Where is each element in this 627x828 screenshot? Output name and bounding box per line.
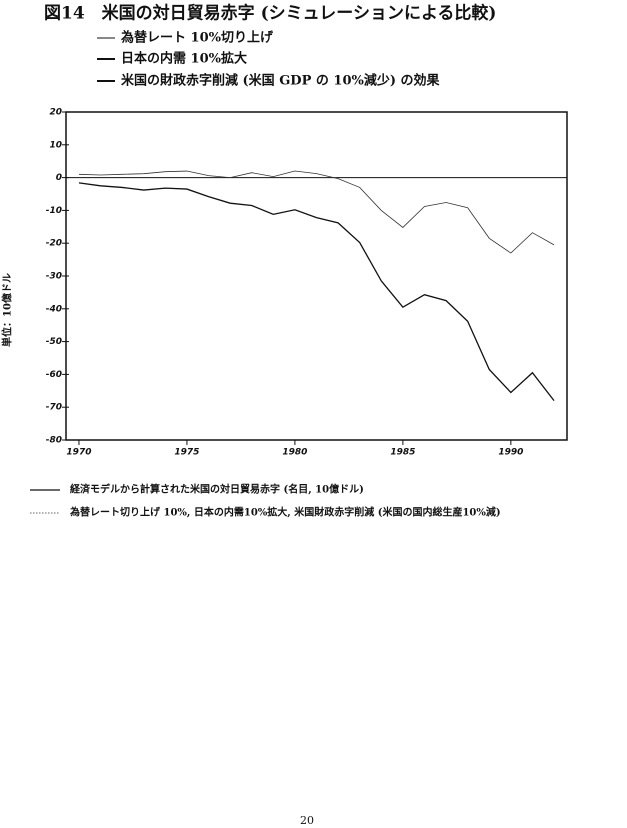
y-tick-label: 0 — [56, 173, 62, 183]
x-tick-label: 1975 — [174, 448, 199, 458]
annotation: 為替レート 10%切り上げ — [121, 30, 274, 46]
y-tick-label: -40 — [46, 304, 62, 314]
x-tick-label: 1970 — [66, 448, 91, 458]
annotation: 日本の内需 10%拡大 — [121, 51, 247, 67]
series-line — [78, 182, 555, 402]
plot-frame — [65, 111, 568, 441]
annotation: 米国の財政赤字削減 (米国 GDP の 10%減少) の効果 — [121, 73, 440, 89]
y-tick-label: -30 — [46, 272, 62, 282]
chart-title: 図14 米国の対日貿易赤字 (シミュレーションによる比較) — [44, 3, 496, 24]
series-line — [78, 170, 555, 254]
page-number: 20 — [300, 814, 314, 827]
x-tick-label: 1985 — [390, 448, 415, 458]
legend-label: 経済モデルから計算された米国の対日貿易赤字 (名目, 10億ドル) — [70, 483, 364, 496]
y-tick-label: -60 — [46, 370, 62, 380]
y-tick-label: -20 — [46, 239, 62, 249]
y-axis-label: 単位：10億ドル — [1, 273, 14, 347]
y-tick-label: 10 — [49, 140, 62, 150]
y-tick-label: -80 — [46, 436, 62, 446]
y-tick-label: -50 — [46, 337, 62, 347]
y-tick-label: -10 — [46, 206, 62, 216]
legend-label: 為替レート切り上げ 10%, 日本の内需10%拡大, 米国財政赤字削減 (米国の… — [69, 506, 501, 519]
x-tick-label: 1980 — [282, 448, 307, 458]
y-tick-label: 20 — [49, 108, 62, 118]
x-tick-label: 1990 — [498, 448, 523, 458]
y-tick-label: -70 — [46, 403, 62, 413]
